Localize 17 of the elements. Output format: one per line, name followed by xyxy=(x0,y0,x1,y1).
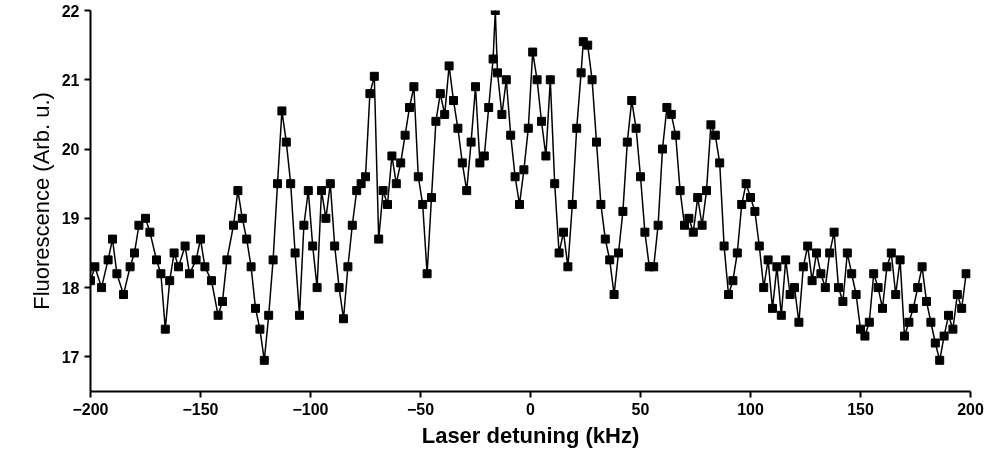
y-tick-label: 22 xyxy=(61,2,80,20)
y-tick-label: 18 xyxy=(61,279,80,297)
x-axis-title: Laser detuning (kHz) xyxy=(421,422,640,448)
x-tick-label: −150 xyxy=(182,400,219,418)
x-tick-label: −200 xyxy=(72,400,109,418)
y-tick-label: 17 xyxy=(61,348,80,366)
x-tick-label: 0 xyxy=(526,400,536,418)
x-tick-label: −100 xyxy=(292,400,329,418)
y-tick-label: 21 xyxy=(61,71,80,89)
x-tick-label: 200 xyxy=(957,400,984,418)
y-tick-label: 19 xyxy=(61,210,80,228)
y-axis-title: Fluorescence (Arb. u.) xyxy=(28,92,54,310)
y-tick-label: 20 xyxy=(61,141,80,159)
x-tick-label: 150 xyxy=(847,400,874,418)
x-tick-label: −50 xyxy=(406,400,435,418)
x-tick-label: 100 xyxy=(737,400,764,418)
x-tick-label: 50 xyxy=(631,400,650,418)
